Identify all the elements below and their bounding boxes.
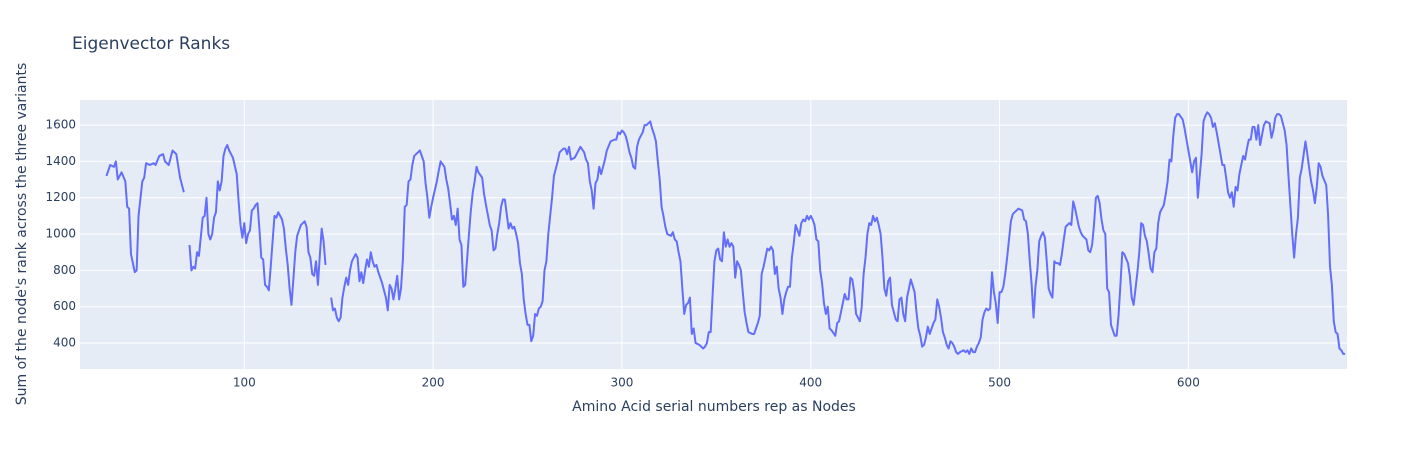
marks [105,111,1346,355]
x-tick-label: 200 [422,376,445,390]
data-line [105,111,1346,355]
y-tick-label: 1000 [45,227,76,241]
y-tick-label: 1200 [45,190,76,204]
grid [80,100,1347,369]
x-axis-title: Amino Acid serial numbers rep as Nodes [572,399,856,415]
y-axis-title: Sum of the node's rank across the three … [14,63,30,406]
y-tick-label: 1600 [45,118,76,132]
y-tick-label: 600 [53,299,76,313]
x-tick-label: 300 [610,376,633,390]
x-tick-label: 500 [988,376,1011,390]
chart-title: Eigenvector Ranks [72,34,230,54]
y-tick-label: 800 [53,263,76,277]
y-tick-label: 1400 [45,154,76,168]
x-tick-label: 600 [1177,376,1200,390]
x-tick-label: 100 [233,376,256,390]
y-tick-label: 400 [53,336,76,350]
x-tick-label: 400 [799,376,822,390]
